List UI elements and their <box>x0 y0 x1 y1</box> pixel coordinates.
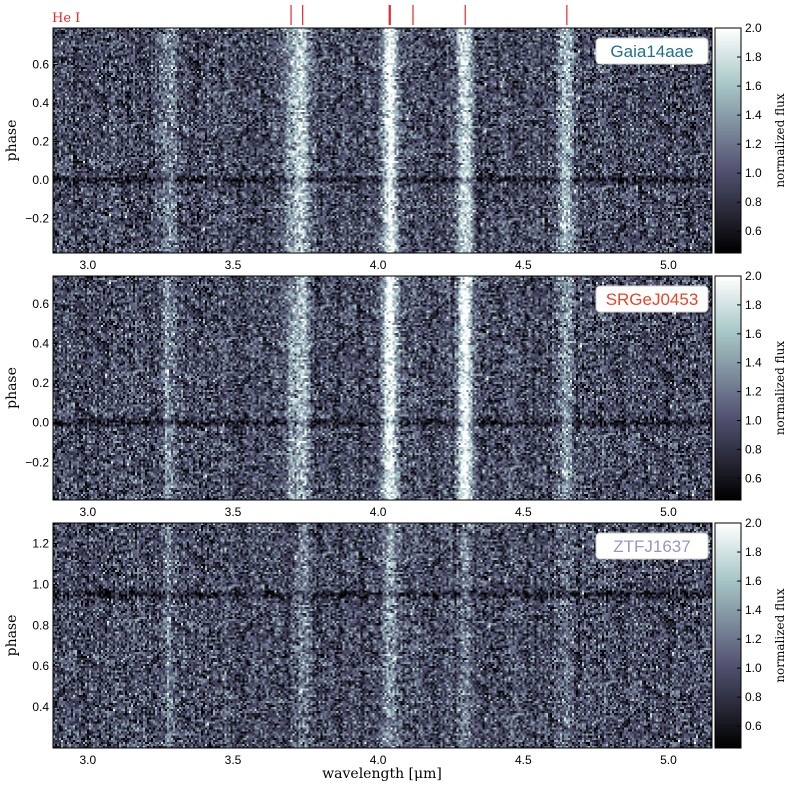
y-axis-label: phase <box>4 615 20 657</box>
heatmap-image <box>53 276 712 500</box>
x-tick-label: 5.0 <box>660 753 677 767</box>
x-tick-label: 3.0 <box>79 505 96 519</box>
colorbar-tick-label: 0.6 <box>745 471 762 485</box>
colorbar-tick-label: 0.8 <box>745 690 762 704</box>
colorbar-tick-label: 1.2 <box>745 137 762 151</box>
colorbar-tick-label: 1.0 <box>745 414 762 428</box>
y-tick-label: 0.2 <box>32 376 49 390</box>
y-tick-label: 0.0 <box>32 173 49 187</box>
colorbar-tick-label: 1.6 <box>745 327 762 341</box>
x-tick-label: 3.0 <box>79 753 96 767</box>
x-tick-label: 4.0 <box>370 753 387 767</box>
x-tick-label: 3.5 <box>225 753 242 767</box>
colorbar-label: normalized flux <box>773 588 787 683</box>
x-tick-label: 3.5 <box>225 505 242 519</box>
panel-gaia14aae: 3.0 3.5 4.0 4.5 5.0 −0.2 0.0 0.2 0.4 0.6 phase Gaia… <box>4 21 787 272</box>
colorbar-frame <box>714 275 742 501</box>
colorbar-frame <box>714 27 742 254</box>
colorbar-tick-label: 0.6 <box>745 719 762 733</box>
object-label-box <box>595 37 709 65</box>
x-tick-label: 4.5 <box>515 505 532 519</box>
colorbar-tick-label: 1.8 <box>745 50 762 64</box>
colorbar-tick-label: 1.4 <box>745 603 762 617</box>
y-tick-label: 1.0 <box>32 577 49 591</box>
colorbar-tick-label: 1.2 <box>745 632 762 646</box>
colorbar-tick-label: 1.0 <box>745 166 762 180</box>
x-tick-label: 3.0 <box>79 258 96 272</box>
y-tick-label: 0.6 <box>32 297 49 311</box>
y-tick-label: 1.2 <box>32 536 49 550</box>
y-axis-label: phase <box>4 120 20 162</box>
colorbar-label: normalized flux <box>773 341 787 436</box>
object-label: ZTFJ1637 <box>613 537 690 556</box>
object-label-box <box>595 285 709 313</box>
y-tick-label: −0.2 <box>25 211 49 225</box>
colorbar-tick-label: 0.8 <box>745 195 762 209</box>
colorbar-tick-label: 0.6 <box>745 224 762 238</box>
y-axis-label: phase <box>4 367 20 409</box>
colorbar <box>715 523 741 748</box>
he-line-markers <box>290 5 568 25</box>
x-tick-label: 4.5 <box>515 258 532 272</box>
object-label: SRGeJ0453 <box>606 290 699 309</box>
y-tick-label: 0.6 <box>32 659 49 673</box>
y-tick-label: 0.4 <box>32 336 49 350</box>
colorbar <box>715 28 741 253</box>
colorbar-frame <box>714 522 742 749</box>
object-label: Gaia14aae <box>610 42 693 61</box>
x-axis-label: wavelength [μm] <box>322 766 442 782</box>
y-tick-label: 0.6 <box>32 58 49 72</box>
heatmap-image <box>53 523 712 748</box>
y-tick-label: 0.4 <box>32 96 49 110</box>
x-tick-label: 4.0 <box>370 258 387 272</box>
hei-label: He I <box>52 11 80 26</box>
colorbar-tick-label: 1.4 <box>745 108 762 122</box>
y-tick-label: 0.0 <box>32 416 49 430</box>
axes-frame <box>52 522 713 749</box>
object-label-box <box>595 532 709 560</box>
colorbar-tick-label: 1.4 <box>745 356 762 370</box>
y-tick-label: 0.4 <box>32 700 49 714</box>
colorbar-label: normalized flux <box>773 93 787 188</box>
y-tick-label: 0.8 <box>32 618 49 632</box>
y-tick-label: 0.2 <box>32 134 49 148</box>
x-tick-label: 4.0 <box>370 505 387 519</box>
colorbar-tick-label: 1.2 <box>745 385 762 399</box>
colorbar-tick-label: 2.0 <box>745 516 762 530</box>
colorbar-tick-label: 1.6 <box>745 574 762 588</box>
axes-frame <box>52 275 713 501</box>
colorbar <box>715 276 741 500</box>
heatmap-image <box>53 28 712 253</box>
panel-ztfj1637: 3.0 3.5 4.0 4.5 5.0 0.4 0.6 0.8 1.0 1.2 phase ZTFJ1… <box>4 516 787 767</box>
panel-srgej0453: 3.0 3.5 4.0 4.5 5.0 −0.2 0.0 0.2 0.4 0.6 phase SRGe… <box>4 269 787 519</box>
x-tick-label: 3.5 <box>225 258 242 272</box>
colorbar-tick-label: 2.0 <box>745 269 762 283</box>
axes-frame <box>52 27 713 254</box>
colorbar-tick-label: 2.0 <box>745 21 762 35</box>
colorbar-tick-label: 1.6 <box>745 79 762 93</box>
x-tick-label: 4.5 <box>515 753 532 767</box>
colorbar-tick-label: 1.8 <box>745 298 762 312</box>
x-tick-label: 5.0 <box>660 258 677 272</box>
y-tick-label: −0.2 <box>25 455 49 469</box>
colorbar-tick-label: 1.0 <box>745 661 762 675</box>
colorbar-tick-label: 1.8 <box>745 545 762 559</box>
colorbar-tick-label: 0.8 <box>745 442 762 456</box>
x-tick-label: 5.0 <box>660 505 677 519</box>
